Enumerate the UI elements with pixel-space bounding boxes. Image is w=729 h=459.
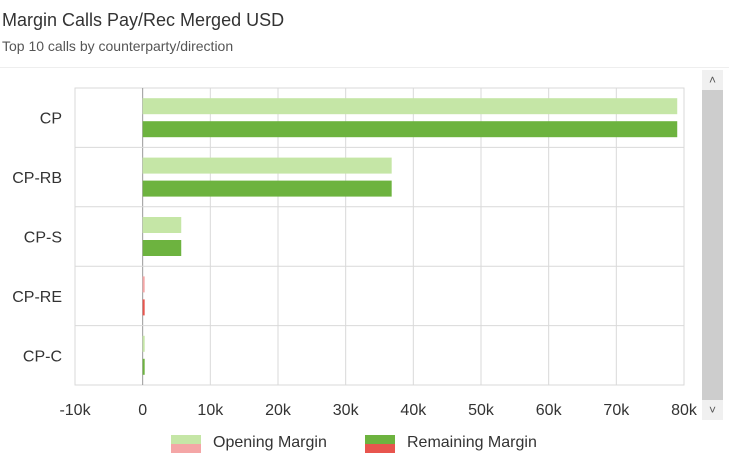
legend-label: Remaining Margin [407,434,537,451]
y-category-label: CP-RB [12,170,62,187]
bar-remaining-margin [142,180,392,197]
chart-title: Margin Calls Pay/Rec Merged USD [2,10,285,30]
header-divider [0,67,729,68]
x-tick-label: 0 [138,402,147,419]
bar-opening-margin [142,157,392,174]
bar-remaining-margin [142,299,145,316]
bar-remaining-margin [142,121,678,138]
chart-subtitle: Top 10 calls by counterparty/direction [2,38,234,54]
legend-label: Opening Margin [213,434,327,451]
x-tick-label: 20k [265,402,292,419]
legend-swatch [365,435,395,453]
bar-opening-margin [142,335,145,352]
scrollbar-thumb[interactable] [702,90,723,400]
x-tick-label: 60k [536,402,563,419]
bar-opening-margin [142,98,678,115]
x-tick-label: 70k [603,402,630,419]
x-tick-label: 10k [197,402,224,419]
x-tick-label: -10k [59,402,91,419]
chart-legend: Opening Margin Remaining Margin [0,432,729,456]
vertical-scrollbar[interactable]: ˄ ˅ [702,70,723,420]
chevron-down-icon[interactable]: ˅ [708,403,716,417]
x-tick-label: 40k [400,402,427,419]
y-category-label: CP [40,111,62,128]
y-category-label: CP-S [24,230,62,247]
bar-remaining-margin [142,240,182,256]
chevron-up-icon[interactable]: ˄ [708,73,716,87]
y-category-label: CP-RE [12,289,62,306]
x-tick-label: 30k [333,402,360,419]
y-category-label: CP-C [23,348,62,365]
x-tick-label: 50k [468,402,495,419]
legend-item-remaining-margin[interactable]: Remaining Margin [365,432,565,456]
x-tick-label: 80k [671,402,698,419]
legend-swatch [171,435,201,453]
legend-item-opening-margin[interactable]: Opening Margin [171,432,346,456]
bar-opening-margin [142,276,145,293]
bar-remaining-margin [142,358,145,375]
bar-opening-margin [142,217,182,233]
